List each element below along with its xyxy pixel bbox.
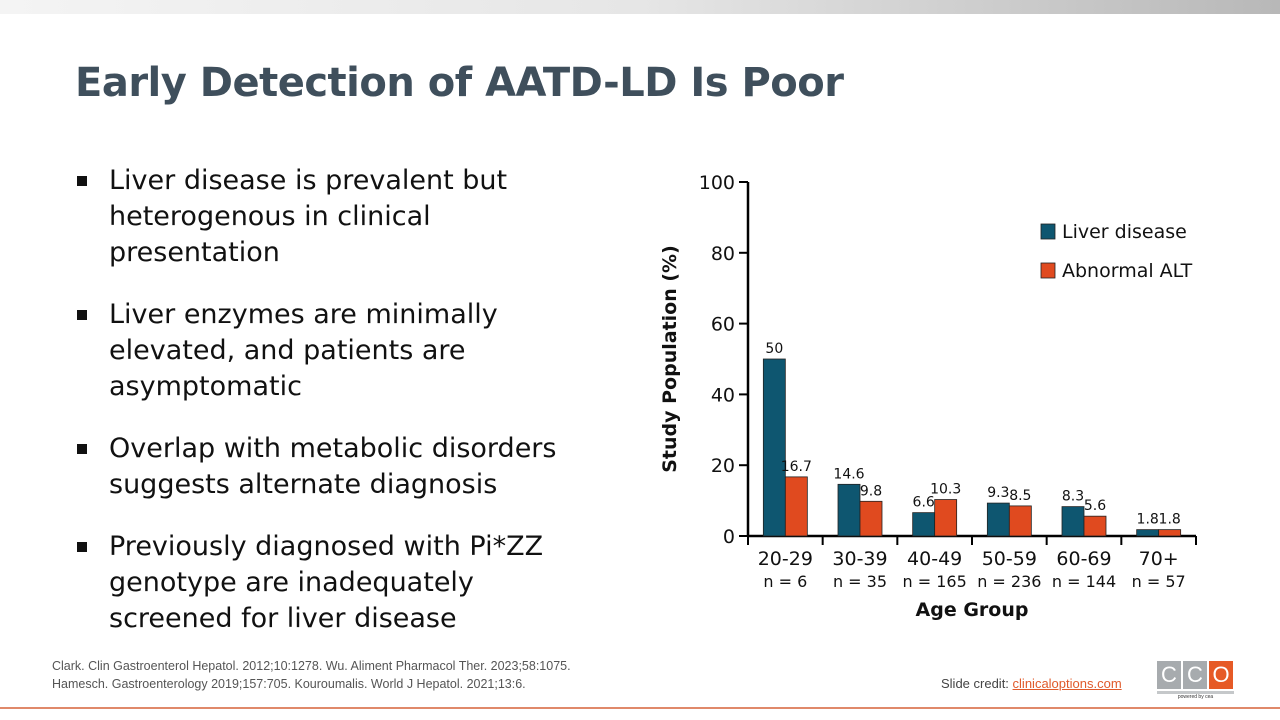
x-axis-title: Age Group [916,599,1029,621]
y-tick-label: 60 [711,314,735,336]
legend-label: Liver disease [1062,221,1187,243]
y-tick-label: 80 [711,243,735,265]
bullet-item: Previously diagnosed with Pi*ZZ genotype… [75,529,605,637]
bullet-list: Liver disease is prevalent but heterogen… [75,163,605,663]
bar-liver-disease [1061,506,1085,537]
x-tick-label: 50-59 [982,548,1037,570]
bar-liver-disease [762,358,786,537]
logo-letter: C [1157,661,1181,689]
bar-liver-disease [912,512,936,537]
data-label: 50 [765,341,783,357]
bullet-text: Liver enzymes are minimally elevated, an… [109,299,498,402]
square-bullet-icon [77,310,87,320]
bullet-item: Liver enzymes are minimally elevated, an… [75,297,605,405]
bar-liver-disease [986,502,1010,537]
bullet-text: Overlap with metabolic disorders suggest… [109,433,557,500]
square-bullet-icon [77,176,87,186]
x-sublabel: n = 35 [833,572,887,591]
bar-liver-disease [837,483,861,537]
x-tick-label: 40-49 [907,548,962,570]
y-tick-label: 100 [699,172,735,194]
x-tick-label: 60-69 [1056,548,1111,570]
slide-title: Early Detection of AATD-LD Is Poor [75,60,844,106]
data-label: 9.3 [987,485,1009,501]
y-tick-label: 40 [711,384,735,406]
bar-liver-disease [1136,529,1160,537]
x-sublabel: n = 6 [763,572,807,591]
credit-link[interactable]: clinicaloptions.com [1012,676,1122,691]
y-tick-label: 20 [711,455,735,477]
data-label: 1.8 [1137,512,1159,528]
logo-letter: C [1183,661,1207,689]
data-label: 1.8 [1159,512,1181,528]
bullet-item: Overlap with metabolic disorders suggest… [75,431,605,503]
y-tick-label: 0 [723,526,735,548]
bar-abnormal-alt [784,476,808,537]
square-bullet-icon [77,542,87,552]
bar-abnormal-alt [1083,515,1107,537]
data-label: 8.3 [1062,489,1084,505]
data-label: 6.6 [913,495,935,511]
data-label: 16.7 [781,459,812,475]
bottom-divider [0,707,1280,709]
data-label: 10.3 [930,482,961,498]
bullet-text: Previously diagnosed with Pi*ZZ genotype… [109,531,544,634]
bar-abnormal-alt [934,499,958,537]
y-axis-title: Study Population (%) [659,245,681,473]
credit-label: Slide credit: [941,676,1013,691]
legend-swatch [1040,262,1056,279]
logo-letter: O [1209,661,1233,689]
data-label: 5.6 [1084,498,1106,514]
x-sublabel: n = 144 [1052,572,1116,591]
reference-line: Clark. Clin Gastroenterol Hepatol. 2012;… [52,659,571,673]
bar-abnormal-alt [859,500,883,537]
x-tick-label: 20-29 [758,548,813,570]
x-tick-label: 30-39 [832,548,887,570]
data-label: 9.8 [860,483,882,499]
logo-tagline: powered by cea [1177,694,1214,700]
square-bullet-icon [77,444,87,454]
legend-label: Abnormal ALT [1062,260,1193,282]
data-label: 8.5 [1009,488,1031,504]
bar-abnormal-alt [1158,529,1182,537]
bullet-text: Liver disease is prevalent but heterogen… [109,165,508,268]
x-sublabel: n = 57 [1132,572,1186,591]
bar-abnormal-alt [1008,505,1032,537]
legend-swatch [1040,223,1056,240]
x-sublabel: n = 165 [903,572,967,591]
data-label: 14.6 [833,466,864,482]
bullet-item: Liver disease is prevalent but heterogen… [75,163,605,271]
slide-credit: Slide credit: clinicaloptions.com [941,676,1122,691]
reference-line: Hamesch. Gastroenterology 2019;157:705. … [52,677,526,691]
top-decor-bar [0,0,1280,14]
x-tick-label: 70+ [1139,548,1179,570]
references: Clark. Clin Gastroenterol Hepatol. 2012;… [52,657,571,693]
x-sublabel: n = 236 [977,572,1041,591]
